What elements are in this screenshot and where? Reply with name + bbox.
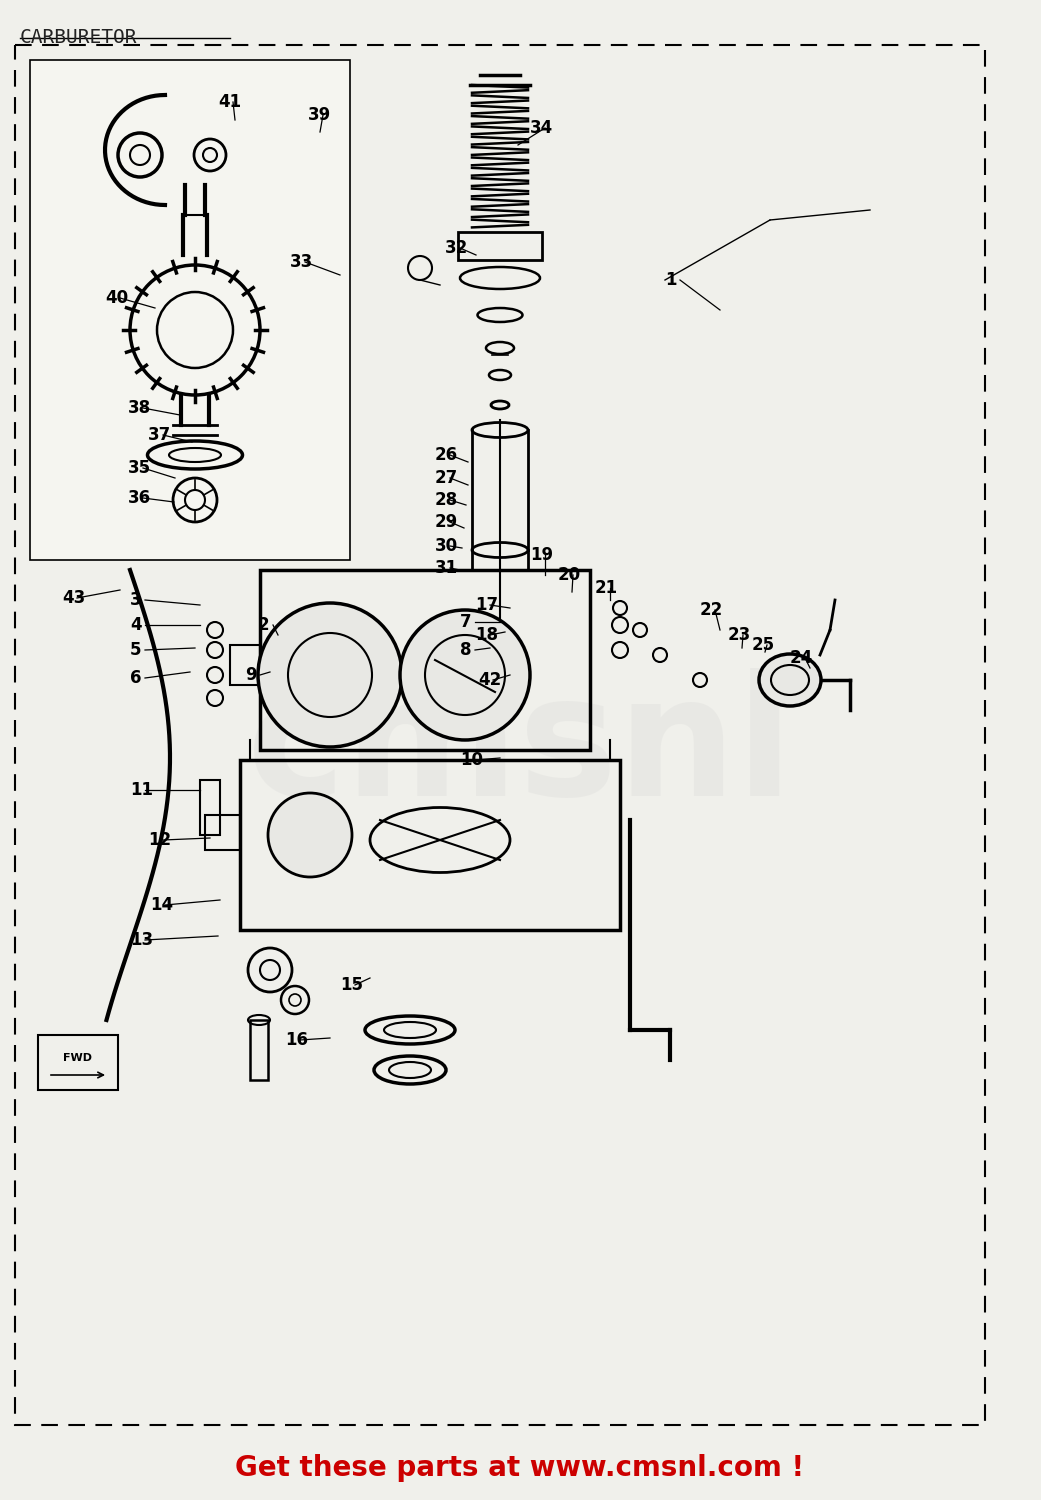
Text: 35: 35 bbox=[128, 459, 151, 477]
Text: 19: 19 bbox=[530, 546, 553, 564]
Text: 2: 2 bbox=[258, 616, 270, 634]
Text: 42: 42 bbox=[478, 670, 502, 688]
Text: 26: 26 bbox=[435, 446, 458, 464]
Circle shape bbox=[268, 794, 352, 877]
Bar bbox=[250, 1020, 268, 1080]
Text: cmsnl: cmsnl bbox=[247, 669, 793, 831]
Text: 9: 9 bbox=[245, 666, 257, 684]
Text: 31: 31 bbox=[435, 560, 458, 578]
Text: CARBURETOR: CARBURETOR bbox=[20, 28, 137, 46]
Bar bbox=[30, 60, 350, 560]
Text: 17: 17 bbox=[475, 596, 499, 613]
Text: 23: 23 bbox=[728, 626, 752, 644]
Text: 15: 15 bbox=[340, 976, 363, 994]
Text: 30: 30 bbox=[435, 537, 458, 555]
Text: 27: 27 bbox=[435, 470, 458, 488]
Bar bbox=[200, 780, 220, 836]
Circle shape bbox=[258, 603, 402, 747]
Text: 11: 11 bbox=[130, 782, 153, 800]
Text: 32: 32 bbox=[445, 238, 468, 256]
Text: 38: 38 bbox=[128, 399, 151, 417]
Text: 24: 24 bbox=[790, 650, 813, 668]
Text: 3: 3 bbox=[130, 591, 142, 609]
Bar bbox=[240, 760, 620, 930]
Text: 43: 43 bbox=[62, 590, 85, 608]
Text: 28: 28 bbox=[435, 490, 458, 508]
Text: 16: 16 bbox=[285, 1030, 308, 1048]
Text: 14: 14 bbox=[150, 896, 173, 914]
Text: 20: 20 bbox=[558, 566, 581, 584]
Text: 39: 39 bbox=[308, 106, 331, 124]
Text: Get these parts at www.cmsnl.com !: Get these parts at www.cmsnl.com ! bbox=[235, 1454, 805, 1482]
Text: 8: 8 bbox=[460, 640, 472, 658]
Text: 5: 5 bbox=[130, 640, 142, 658]
Text: 40: 40 bbox=[105, 290, 128, 308]
Text: 25: 25 bbox=[752, 636, 776, 654]
Text: 34: 34 bbox=[530, 118, 553, 136]
Bar bbox=[260, 570, 590, 750]
Bar bbox=[230, 645, 260, 686]
Text: 7: 7 bbox=[460, 614, 472, 632]
Text: 22: 22 bbox=[700, 602, 723, 619]
Text: 6: 6 bbox=[130, 669, 142, 687]
Bar bbox=[205, 815, 240, 850]
Text: 33: 33 bbox=[290, 254, 313, 272]
Text: FWD: FWD bbox=[64, 1053, 93, 1064]
Text: 10: 10 bbox=[460, 752, 483, 770]
Text: 21: 21 bbox=[595, 579, 618, 597]
Text: 29: 29 bbox=[435, 513, 458, 531]
Text: 36: 36 bbox=[128, 489, 151, 507]
Text: 18: 18 bbox=[475, 626, 498, 644]
Circle shape bbox=[400, 610, 530, 740]
Ellipse shape bbox=[759, 654, 821, 706]
Text: 41: 41 bbox=[218, 93, 242, 111]
Text: 1: 1 bbox=[665, 272, 677, 290]
Text: 13: 13 bbox=[130, 932, 153, 950]
Text: 12: 12 bbox=[148, 831, 171, 849]
Text: 4: 4 bbox=[130, 616, 142, 634]
Text: 37: 37 bbox=[148, 426, 172, 444]
Bar bbox=[39, 1035, 118, 1090]
Bar bbox=[458, 232, 542, 260]
